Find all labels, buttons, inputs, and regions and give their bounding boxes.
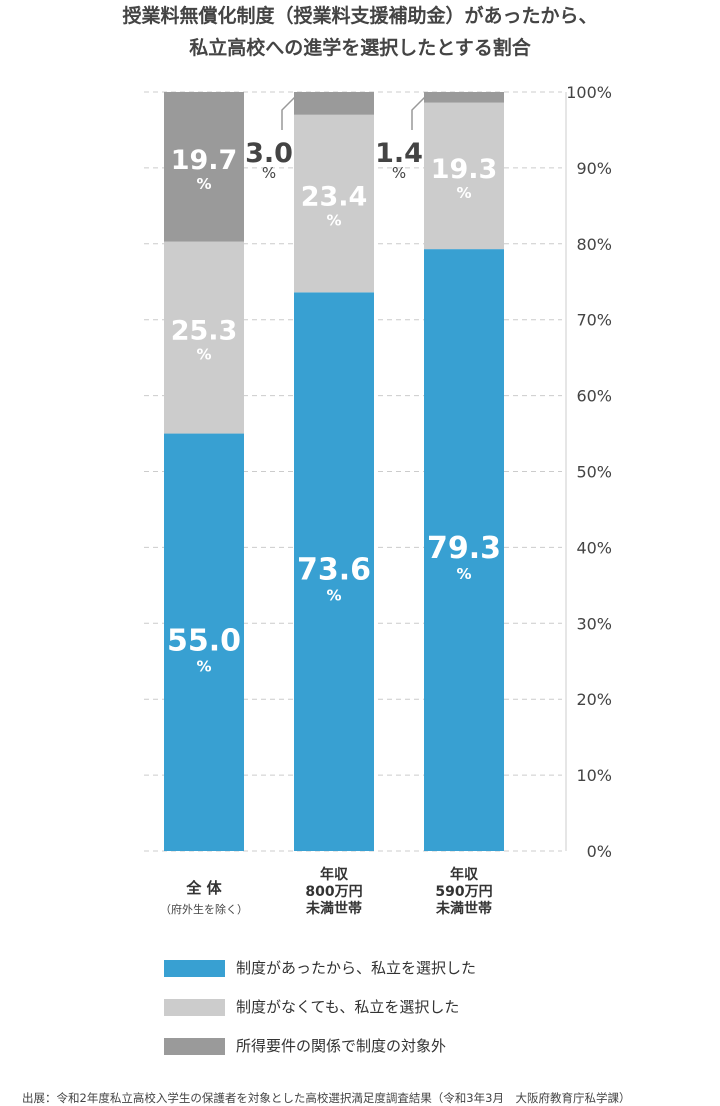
data-label-unit: % — [196, 175, 211, 193]
data-label-unit: % — [456, 565, 471, 583]
leader-line — [281, 95, 297, 130]
data-label: 19.7 — [171, 145, 238, 176]
data-label-unit: % — [326, 212, 341, 230]
bar-segment — [424, 249, 504, 851]
legend-swatch-dark-gray — [164, 1038, 225, 1055]
source-note: 出展：令和2年度私立高校入学生の保護者を対象とした高校選択満足度調査結果（令和3… — [22, 1091, 631, 1105]
x-category-label: 年収 — [450, 866, 479, 883]
bar-segment — [424, 92, 504, 103]
bar-segment — [164, 241, 244, 434]
legend-swatch-light-gray — [164, 999, 225, 1016]
y-tick-label: 80% — [576, 235, 612, 254]
y-tick-label: 50% — [576, 463, 612, 482]
x-category-label: 800万円 — [305, 884, 362, 900]
y-tick-label: 40% — [576, 538, 612, 557]
legend-label: 制度がなくても、私立を選択した — [236, 998, 460, 1016]
y-tick-label: 90% — [576, 159, 612, 178]
bar-segment — [294, 292, 374, 852]
legend-label: 所得要件の関係で制度の対象外 — [236, 1037, 447, 1055]
x-category-sublabel: （府外生を除く） — [160, 902, 248, 916]
data-label-unit: % — [196, 657, 211, 675]
data-label-unit: % — [326, 587, 341, 605]
legend-label: 制度があったから、私立を選択した — [236, 959, 477, 977]
x-category-label: 全 体 — [185, 879, 222, 897]
x-category-label: 未満世帯 — [436, 900, 492, 917]
bar-segment — [164, 433, 244, 851]
data-label: 79.3 — [427, 531, 501, 566]
bar-segment — [164, 92, 244, 242]
bar-segment — [294, 92, 374, 115]
stacked-bar-chart: 0%10%20%30%40%50%60%70%80%90%100%55.0%25… — [144, 83, 612, 917]
y-tick-label: 100% — [566, 83, 612, 102]
data-label: 73.6 — [297, 553, 371, 588]
x-category-label: 590万円 — [435, 884, 492, 900]
chart-title-line-2: 私立高校への進学を選択したとする割合 — [189, 37, 531, 59]
y-tick-label: 70% — [576, 311, 612, 330]
y-tick-label: 10% — [576, 766, 612, 785]
y-tick-label: 60% — [576, 387, 612, 406]
chart-title-line-1: 授業料無償化制度（授業料支援補助金）があったから、 — [122, 5, 598, 27]
legend-swatch-blue — [164, 960, 225, 977]
bar-segment — [294, 114, 374, 293]
data-label: 55.0 — [167, 623, 241, 658]
leader-line — [411, 95, 427, 130]
data-label: 23.4 — [301, 182, 368, 213]
data-label: 25.3 — [171, 316, 238, 347]
data-label: 1.4 — [375, 138, 423, 169]
data-label: 19.3 — [431, 154, 498, 185]
y-tick-label: 30% — [576, 614, 612, 633]
data-label-unit: % — [392, 164, 406, 182]
bar-segment — [424, 102, 504, 250]
data-label: 3.0 — [245, 138, 293, 169]
y-tick-label: 0% — [587, 842, 612, 861]
data-label-unit: % — [262, 164, 276, 182]
data-label-unit: % — [456, 184, 471, 202]
y-tick-label: 20% — [576, 690, 612, 709]
x-category-label: 未満世帯 — [306, 900, 362, 917]
data-label-unit: % — [196, 346, 211, 364]
x-category-label: 年収 — [320, 866, 349, 883]
